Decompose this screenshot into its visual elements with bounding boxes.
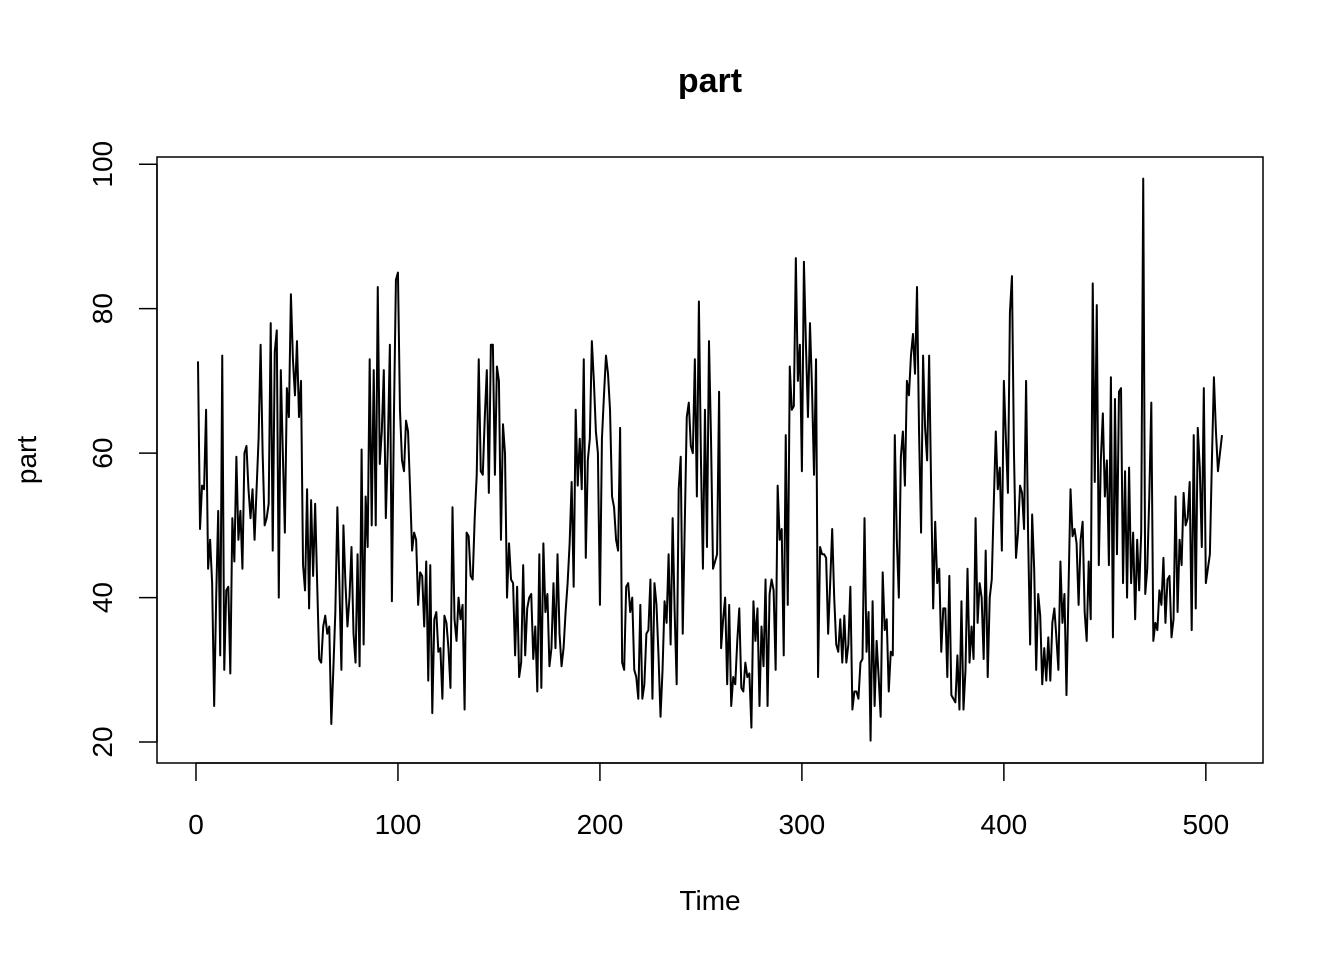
x-tick-label: 500 bbox=[1182, 809, 1229, 840]
x-axis-label: Time bbox=[679, 885, 740, 916]
y-tick-label: 60 bbox=[87, 438, 118, 469]
y-tick-label: 40 bbox=[87, 582, 118, 613]
x-tick-label: 300 bbox=[779, 809, 826, 840]
x-tick-label: 400 bbox=[981, 809, 1028, 840]
y-tick-label: 80 bbox=[87, 293, 118, 324]
series-line bbox=[197, 177, 1223, 742]
y-axis-label: part bbox=[11, 436, 42, 484]
chart-title: part bbox=[678, 62, 742, 100]
x-tick-label: 200 bbox=[577, 809, 624, 840]
y-tick-label: 20 bbox=[87, 726, 118, 757]
y-tick-label: 100 bbox=[87, 141, 118, 188]
x-tick-label: 100 bbox=[375, 809, 422, 840]
x-tick-label: 0 bbox=[188, 809, 204, 840]
